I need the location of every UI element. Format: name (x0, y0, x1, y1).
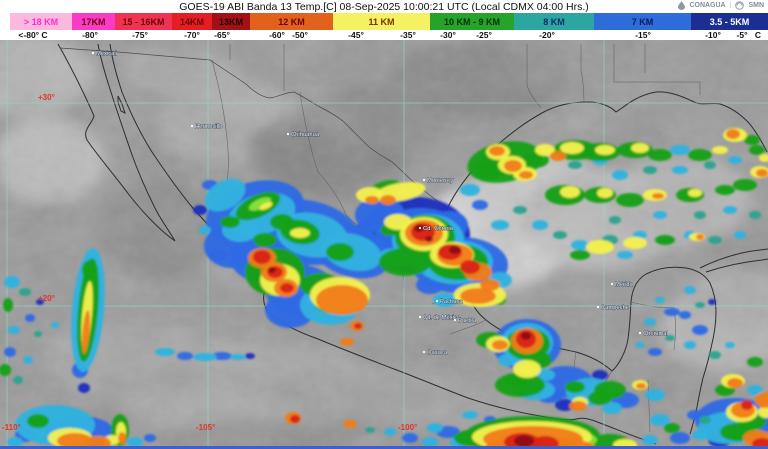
svg-text:Puebla: Puebla (458, 318, 477, 324)
scale-segment: 15 - 16KM (115, 13, 172, 30)
conagua-logo-text: CONAGUA (689, 2, 726, 9)
svg-text:Pachuca: Pachuca (440, 299, 463, 305)
agency-logos: CONAGUA | SMN (678, 1, 764, 10)
title-bar: GOES-19 ABI Banda 13 Temp.[C] 08-Sep-202… (0, 0, 768, 13)
temp-label: -25° (476, 30, 492, 40)
baja-california-coastline (57, 43, 176, 242)
svg-text:-100°: -100° (398, 423, 417, 432)
scale-segment: > 18 KM (10, 13, 72, 30)
satellite-map: Mexicali Hermosillo Chihuahua Monterrey Cd. … (0, 40, 768, 449)
temp-label: -20° (539, 30, 555, 40)
conagua-drop-icon (678, 1, 686, 10)
us-state-lines (229, 44, 701, 109)
svg-text:+30°: +30° (38, 93, 55, 102)
mexico-pacific-coastline (109, 43, 657, 445)
temp-label: -10° (705, 30, 721, 40)
scale-segment: 7 KM (594, 13, 691, 30)
temp-label: -5° (736, 30, 748, 40)
us-gulf-coastline (446, 91, 768, 210)
svg-text:Campeche: Campeche (601, 305, 629, 311)
svg-text:Oaxaca: Oaxaca (427, 350, 448, 356)
cuba-coastline (699, 248, 768, 273)
svg-text:Cd. de México: Cd. de México (423, 315, 460, 321)
temp-label: -60° (269, 30, 285, 40)
city-labels-layer: Mexicali Hermosillo Chihuahua Monterrey Cd. … (91, 51, 668, 356)
temperature-scale-row: <-80° C -80° -75° -70° -65° -60° -50° -45° -35° -… (0, 30, 768, 40)
storm-cells-layer (0, 128, 768, 449)
svg-text:Hermosillo: Hermosillo (195, 124, 222, 130)
us-mexico-border (59, 47, 448, 210)
satellite-map-canvas: Mexicali Hermosillo Chihuahua Monterrey Cd. … (0, 40, 768, 449)
svg-text:Monterrey: Monterrey (427, 178, 453, 184)
coordinate-labels-layer: +30° +20° -110° -105° -100° (2, 93, 417, 432)
scale-segment: 3.5 - 5KM (691, 13, 768, 30)
temp-label: -80° (82, 30, 98, 40)
svg-text:-105°: -105° (196, 423, 215, 432)
temp-label: <-80° C (18, 30, 48, 40)
image-title: GOES-19 ABI Banda 13 Temp.[C] 08-Sep-202… (179, 1, 589, 13)
smn-logo-text: SMN (748, 2, 764, 9)
scale-segment: 13KM (212, 13, 250, 30)
scale-segment: 14KM (172, 13, 212, 30)
svg-text:Chihuahua: Chihuahua (291, 132, 320, 138)
scale-segment: 17KM (72, 13, 115, 30)
svg-text:Cd. Victoria: Cd. Victoria (423, 226, 454, 232)
temp-label: -15° (635, 30, 651, 40)
scale-segment: 11 KM (333, 13, 430, 30)
temp-label: -45° (348, 30, 364, 40)
temp-label: C (754, 30, 762, 40)
logo-separator: | (729, 2, 732, 9)
smn-emblem-icon (735, 1, 745, 10)
cloud-height-color-scale: > 18 KM 17KM 15 - 16KM 14KM 13KM 12 KM 11 KM 10… (0, 13, 768, 30)
svg-text:Mexicali: Mexicali (96, 51, 117, 57)
temp-label: -50° (292, 30, 308, 40)
bottom-frame-line (0, 446, 768, 449)
scale-segment: 8 KM (514, 13, 594, 30)
temp-label: -35° (400, 30, 416, 40)
temp-label: -30° (440, 30, 456, 40)
temp-label: -75° (132, 30, 148, 40)
scale-left-pad (0, 13, 10, 30)
svg-text:Chetumal: Chetumal (643, 331, 668, 337)
scale-segment: 12 KM (250, 13, 333, 30)
svg-text:-110°: -110° (2, 423, 21, 432)
svg-text:+20°: +20° (38, 294, 55, 303)
scale-segment: 10 KM - 9 KM (430, 13, 514, 30)
temp-label: -70° (184, 30, 200, 40)
svg-text:Mérida: Mérida (615, 282, 633, 288)
temp-label: -65° (214, 30, 230, 40)
